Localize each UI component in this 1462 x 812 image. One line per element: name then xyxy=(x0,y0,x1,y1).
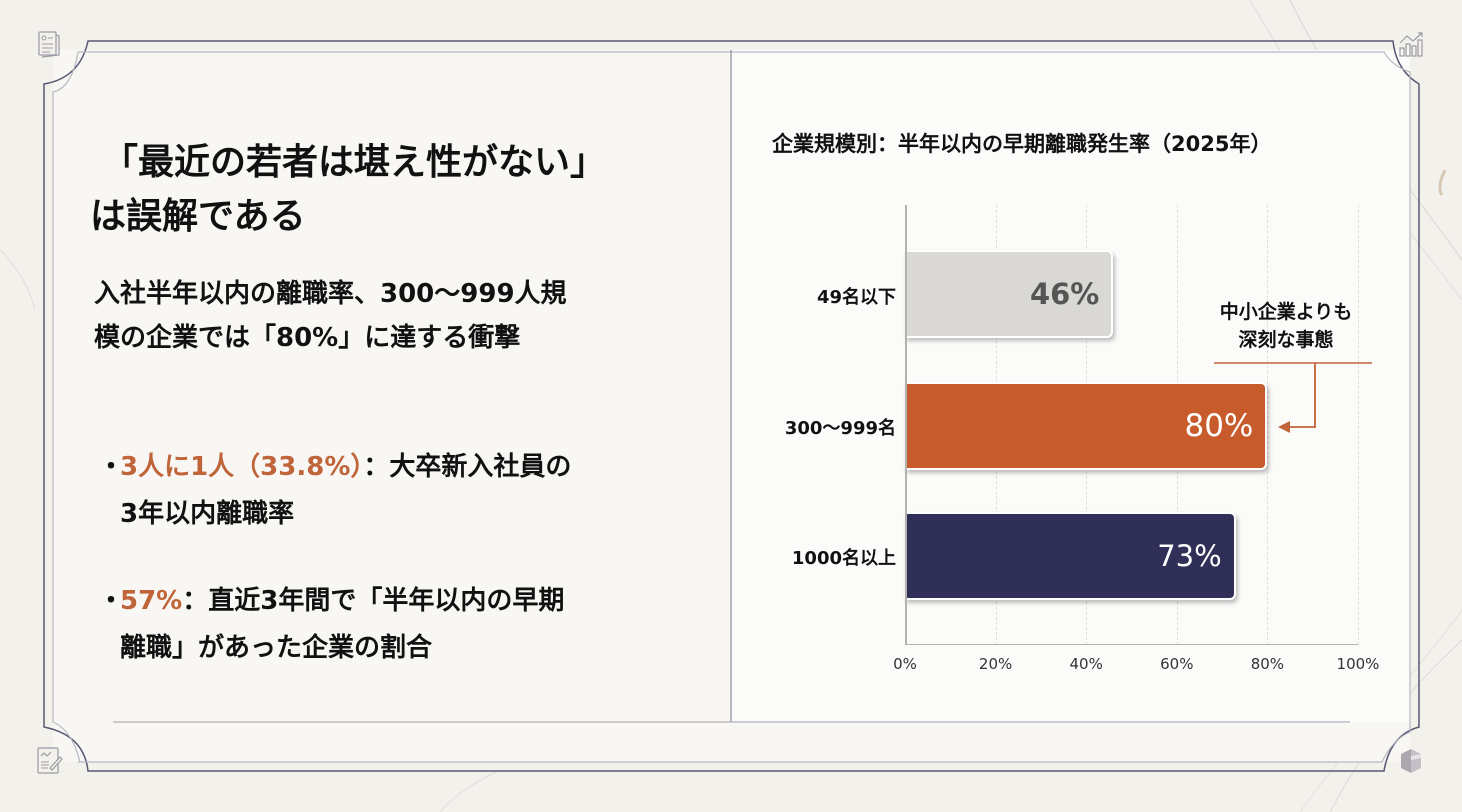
bullet-text: ：大卒新入社員の xyxy=(363,452,572,482)
category-label: 1000名以上 xyxy=(791,548,896,569)
category-label: 49名以下 xyxy=(816,287,896,308)
category-labels: 49名以下 300〜999名 1000名以上 xyxy=(692,205,896,645)
bullet-accent: 3人に1人（33.8%） xyxy=(120,452,364,482)
bullet-text: ：直近3年間で「半年以内の早期 xyxy=(182,586,565,616)
y-axis-line xyxy=(905,205,907,645)
x-axis-ticks: 0% 20% 40% 60% 80% 100% xyxy=(893,655,1379,675)
signed-report-icon xyxy=(37,747,63,774)
bar-chart-trend-icon xyxy=(1399,32,1423,57)
x-tick-label: 40% xyxy=(1069,655,1103,673)
annotation-line1: 中小企業よりも xyxy=(1219,301,1353,323)
x-tick-label: 100% xyxy=(1336,655,1380,673)
bullet-item-1: ・3人に1人（33.8%）：大卒新入社員の 3年以内離職率 xyxy=(98,444,698,538)
headline-line2: は誤解である xyxy=(90,196,306,237)
bullet-continuation: 3年以内離職率 xyxy=(120,499,295,529)
document-icon xyxy=(38,31,60,58)
chart-title: 企業規模別：半年以内の早期離職発生率（2025年） xyxy=(772,132,1272,156)
x-tick-label: 20% xyxy=(978,655,1013,673)
bar-1000-or-more: 73% xyxy=(905,512,1236,600)
x-axis-line xyxy=(905,644,1358,645)
gridline-80 xyxy=(1267,205,1269,645)
bullet-item-2: ・57%：直近3年間で「半年以内の早期 離職」があった企業の割合 xyxy=(98,578,698,672)
bullet-accent: 57% xyxy=(120,586,183,616)
bullet-marker: ・ xyxy=(98,452,125,482)
bar-value-label: 73% xyxy=(1157,539,1222,573)
chart-annotation: 中小企業よりも 深刻な事態 xyxy=(1200,298,1372,354)
x-tick-label: 60% xyxy=(1160,655,1194,673)
category-label: 300〜999名 xyxy=(784,418,896,439)
headline: 「最近の若者は堪え性がない」 は誤解である xyxy=(90,136,690,244)
subheadline-line1: 入社半年以内の離職率、300〜999人規 xyxy=(94,279,567,309)
gridline-100 xyxy=(1358,205,1359,645)
annotation-line2: 深刻な事態 xyxy=(1238,329,1334,351)
bullet-marker: ・ xyxy=(98,586,125,616)
subheadline: 入社半年以内の離職率、300〜999人規 模の企業では「80%」に達する衝撃 xyxy=(94,272,694,360)
x-tick-label: 0% xyxy=(893,655,917,673)
bar-value-label: 80% xyxy=(1184,408,1254,444)
x-tick-label: 80% xyxy=(1250,655,1285,673)
chart-plot-area: 46% 80% 73% xyxy=(905,205,1359,645)
bullet-continuation: 離職」があった企業の割合 xyxy=(120,633,433,663)
headline-line1: 「最近の若者は堪え性がない」 xyxy=(102,142,607,183)
bar-300-999: 80% xyxy=(905,382,1268,470)
bar-49-or-less: 46% xyxy=(905,250,1114,338)
annotation-arrow-icon xyxy=(1214,362,1372,433)
cube-icon xyxy=(1401,749,1421,773)
bar-value-label: 46% xyxy=(1029,277,1100,311)
subheadline-line2: 模の企業では「80%」に達する衝撃 xyxy=(94,323,521,353)
